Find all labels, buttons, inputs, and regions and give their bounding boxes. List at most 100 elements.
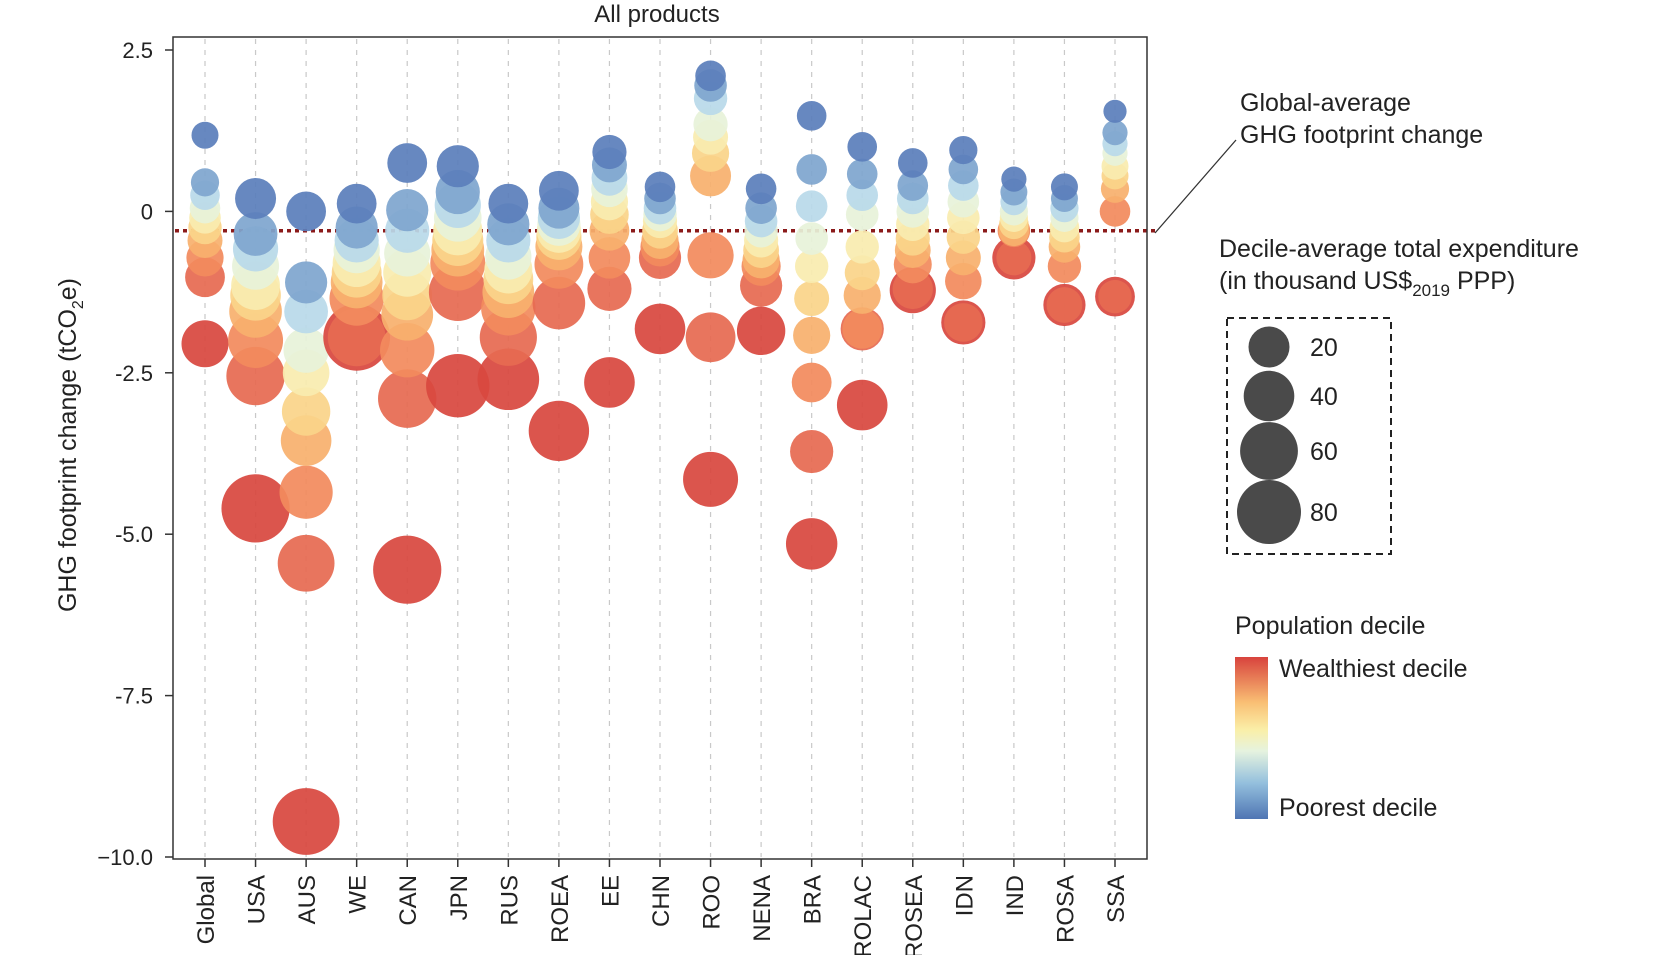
x-tick-label-ssa: SSA (1103, 875, 1130, 923)
bubble-aus-decile-8 (279, 465, 333, 519)
color-legend-top-label: Wealthiest decile (1279, 655, 1468, 683)
x-tick-label-chn: CHN (648, 875, 675, 927)
bubble-global-decile-2 (190, 168, 220, 197)
bubble-roo-decile-1 (695, 60, 726, 92)
bubble-rosa-decile-9 (1046, 287, 1083, 323)
bubble-can-decile-10 (373, 535, 442, 604)
bubble-roo-decile-9 (685, 312, 736, 363)
size-legend-title-2: (in thousand US$2019 PPP) (1219, 267, 1515, 300)
size-legend-bubble-40 (1243, 370, 1295, 422)
bubble-jpn-decile-1 (436, 145, 479, 188)
size-legend-label-60: 60 (1310, 438, 1338, 466)
y-tick-label: -7.5 (115, 684, 153, 709)
x-tick-label-bra: BRA (800, 875, 827, 924)
bubble-ee-decile-1 (592, 134, 627, 170)
bubble-rolac-decile-8 (842, 308, 883, 349)
bubble-rolac-decile-3 (846, 179, 879, 212)
bubble-aus-decile-10 (272, 788, 340, 855)
bubble-rus-decile-10 (477, 348, 540, 411)
annotation-line-2: GHG footprint change (1240, 121, 1483, 149)
x-axis-ticks: Global USA AUS WE CAN JPN RUS ROEA EE CHN ROO NENA B… (193, 859, 1130, 955)
annotation-line-1: Global-average (1240, 89, 1411, 117)
x-tick-label-roea: ROEA (547, 875, 574, 943)
bubble-roea-decile-10 (528, 400, 590, 462)
bubble-rus-decile-1 (488, 183, 529, 224)
bubble-we-decile-9 (327, 308, 386, 367)
bubble-we-decile-1 (336, 183, 377, 224)
bubble-roo-decile-8 (687, 232, 734, 279)
x-tick-label-idn: IDN (951, 875, 978, 916)
bubble-ssa-decile-2 (1102, 120, 1128, 146)
bubble-usa-decile-10 (221, 474, 290, 543)
bubble-roo-decile-4 (693, 107, 728, 142)
y-tick-label: -2.5 (115, 361, 153, 386)
bubble-chn-decile-1 (644, 171, 676, 203)
bubble-ee-decile-10 (584, 357, 635, 408)
x-tick-label-aus: AUS (294, 875, 321, 924)
bubble-aus-decile-9 (277, 534, 335, 592)
bubble-ind-decile-1 (1001, 166, 1027, 192)
y-tick-label: −10.0 (97, 845, 153, 870)
bubble-aus-decile-2 (285, 261, 328, 304)
bubble-roea-decile-9 (532, 276, 586, 330)
bubble-rolac-decile-10 (836, 379, 888, 431)
x-tick-label-can: CAN (395, 875, 422, 926)
x-tick-label-ind: IND (1002, 875, 1029, 916)
size-legend-bubble-20 (1248, 326, 1290, 368)
bubble-aus-decile-4 (283, 327, 329, 373)
x-tick-label-we: WE (345, 875, 372, 914)
size-legend-title-1: Decile-average total expenditure (1219, 235, 1579, 263)
bubble-rolac-decile-1 (847, 132, 878, 162)
y-tick-label: 2.5 (122, 38, 153, 63)
x-tick-label-nena: NENA (749, 875, 776, 942)
bubble-bra-decile-10 (785, 518, 838, 570)
bubble-rolac-decile-6 (844, 255, 880, 291)
bubble-idn-decile-9 (944, 303, 983, 342)
bubble-bra-decile-2 (796, 154, 827, 185)
bubble-ssa-decile-8 (1099, 196, 1131, 227)
bubble-bra-decile-7 (793, 316, 831, 354)
bubbles (181, 60, 1135, 855)
bubble-rosa-decile-1 (1050, 173, 1078, 201)
bubble-bra-decile-3 (795, 190, 828, 223)
y-tick-label: -5.0 (115, 522, 153, 547)
bubble-nena-decile-1 (745, 173, 777, 205)
bubble-bra-decile-6 (794, 281, 830, 317)
chart-title: All products (594, 1, 719, 28)
size-legend-label-20: 20 (1310, 334, 1338, 362)
bubble-ee-decile-9 (587, 266, 632, 311)
bubble-chn-decile-10 (634, 303, 686, 355)
bubble-usa-decile-2 (233, 212, 278, 256)
bubble-bra-decile-9 (790, 429, 834, 474)
bubble-nena-decile-10 (736, 306, 786, 356)
x-tick-label-global: Global (193, 875, 220, 944)
bubble-aus-decile-6 (281, 387, 331, 436)
x-tick-label-ee: EE (597, 875, 624, 907)
color-gradient-bar (1235, 657, 1268, 819)
x-tick-label-rus: RUS (496, 875, 523, 926)
bubble-global-decile-10 (181, 320, 229, 368)
bubble-roo-decile-10 (683, 451, 739, 507)
y-axis-ticks: 2.5 0 -2.5 -5.0 -7.5 −10.0 (97, 38, 173, 870)
bubble-aus-decile-1 (286, 191, 327, 232)
x-tick-label-rosa: ROSA (1052, 875, 1079, 943)
x-tick-label-usa: USA (244, 875, 271, 924)
bubble-ssa-decile-9 (1098, 279, 1132, 314)
size-legend-bubble-80 (1237, 480, 1301, 544)
color-legend-bottom-label: Poorest decile (1279, 794, 1437, 822)
bubble-rolac-decile-2 (846, 158, 878, 190)
bubble-rosea-decile-1 (897, 148, 928, 178)
bubble-global-decile-1 (191, 121, 219, 149)
bubble-bra-decile-4 (795, 222, 828, 255)
bubble-bra-decile-1 (796, 101, 827, 131)
bubble-rosea-decile-2 (897, 170, 929, 201)
color-legend-title: Population decile (1235, 612, 1425, 640)
bubble-can-decile-1 (387, 143, 428, 183)
x-tick-label-rolac: ROLAC (850, 875, 877, 955)
size-legend-items: 20 40 60 80 (1237, 326, 1338, 544)
x-tick-label-jpn: JPN (446, 875, 473, 920)
bubble-rolac-decile-5 (845, 230, 879, 264)
bubble-roea-decile-1 (538, 170, 579, 211)
x-tick-label-roo: ROO (699, 875, 726, 930)
